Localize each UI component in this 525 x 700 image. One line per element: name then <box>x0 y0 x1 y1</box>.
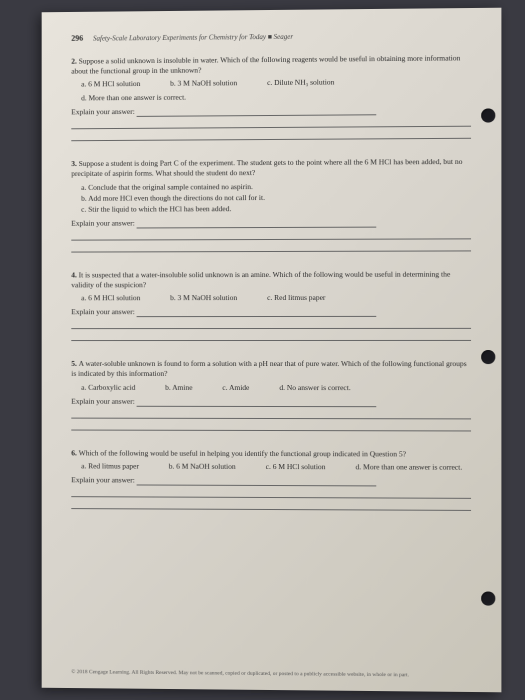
question: 2. Suppose a solid unknown is insoluble … <box>71 53 471 141</box>
option: d. No answer is correct. <box>279 383 350 393</box>
option: b. 3 M NaOH solution <box>170 78 237 89</box>
option: a. Red litmus paper <box>81 461 139 471</box>
answer-line[interactable] <box>71 128 471 142</box>
page-number: 296 <box>71 34 83 45</box>
question-number: 4. <box>71 270 78 279</box>
answer-line[interactable] <box>137 217 377 229</box>
option: a. 6 M HCl solution <box>81 293 140 303</box>
questions-container: 2. Suppose a solid unknown is insoluble … <box>71 53 471 511</box>
option: d. More than one answer is correct. <box>81 93 186 104</box>
answer-line[interactable] <box>137 395 377 406</box>
option: a. Carboxylic acid <box>81 382 135 392</box>
options-group: a. Conclude that the original sample con… <box>81 181 471 215</box>
explain-label: Explain your answer: <box>71 396 134 405</box>
answer-line[interactable] <box>71 318 471 329</box>
option: b. 3 M NaOH solution <box>170 293 237 303</box>
options-group: a. 6 M HCl solution b. 3 M NaOH solution c… <box>81 293 471 304</box>
question-number: 5. <box>71 359 78 368</box>
answer-line[interactable] <box>71 486 471 499</box>
option: c. Dilute NH₃ solution <box>267 78 334 89</box>
question-text: 2. Suppose a solid unknown is insoluble … <box>71 53 471 77</box>
option: a. Conclude that the original sample con… <box>81 181 471 193</box>
question-text: 4. It is suspected that a water-insolubl… <box>71 269 471 290</box>
option: c. 6 M HCl solution <box>266 462 326 472</box>
binder-hole-icon <box>481 108 495 122</box>
option: d. More than one answer is correct. <box>356 462 463 473</box>
question: 6. Which of the following would be usefu… <box>71 448 471 511</box>
binder-hole-icon <box>481 591 495 605</box>
option: b. Amine <box>165 382 192 392</box>
option: c. Amide <box>222 383 249 393</box>
question: 4. It is suspected that a water-insolubl… <box>71 269 471 341</box>
answer-line[interactable] <box>71 228 471 240</box>
answer-line[interactable] <box>71 330 471 341</box>
options-group: a. Red litmus paper b. 6 M NaOH solution c… <box>81 461 471 472</box>
question-number: 3. <box>71 159 78 168</box>
explain-row: Explain your answer: <box>71 305 471 317</box>
answer-line[interactable] <box>137 474 377 486</box>
answer-line[interactable] <box>137 105 377 118</box>
explain-row: Explain your answer: <box>71 215 471 228</box>
explain-label: Explain your answer: <box>71 107 134 116</box>
option: a. 6 M HCl solution <box>81 79 140 90</box>
explain-label: Explain your answer: <box>71 307 134 316</box>
question-text: 3. Suppose a student is doing Part C of … <box>71 157 471 179</box>
question-text: 5. A water-soluble unknown is found to f… <box>71 359 471 379</box>
answer-line[interactable] <box>71 240 471 252</box>
question-number: 6. <box>71 448 78 457</box>
question: 5. A water-soluble unknown is found to f… <box>71 359 471 431</box>
question-number: 2. <box>71 56 78 65</box>
header-title: Safety-Scale Laboratory Experiments for … <box>93 33 293 44</box>
explain-row: Explain your answer: <box>71 473 471 487</box>
answer-line[interactable] <box>71 498 471 511</box>
answer-line[interactable] <box>71 407 471 419</box>
option: b. Add more HCl even though the directio… <box>81 192 471 204</box>
question: 3. Suppose a student is doing Part C of … <box>71 157 471 252</box>
options-group: a. 6 M HCl solution b. 3 M NaOH solution c… <box>81 76 471 103</box>
explain-label: Explain your answer: <box>71 475 134 484</box>
question-text: 6. Which of the following would be usefu… <box>71 448 471 459</box>
binder-hole-icon <box>481 350 495 364</box>
option: b. 6 M NaOH solution <box>169 461 236 471</box>
option: c. Stir the liquid to which the HCl has … <box>81 203 471 215</box>
page-header: 296 Safety-Scale Laboratory Experiments … <box>71 30 471 44</box>
option: c. Red litmus paper <box>267 293 325 303</box>
answer-line[interactable] <box>71 419 471 431</box>
options-group: a. Carboxylic acid b. Amine c. Amide d. No … <box>81 382 471 393</box>
copyright-footer: © 2018 Cengage Learning. All Rights Rese… <box>71 669 471 680</box>
explain-label: Explain your answer: <box>71 218 134 227</box>
answer-line[interactable] <box>137 306 377 317</box>
explain-row: Explain your answer: <box>71 394 471 407</box>
worksheet-page: 296 Safety-Scale Laboratory Experiments … <box>42 8 502 693</box>
